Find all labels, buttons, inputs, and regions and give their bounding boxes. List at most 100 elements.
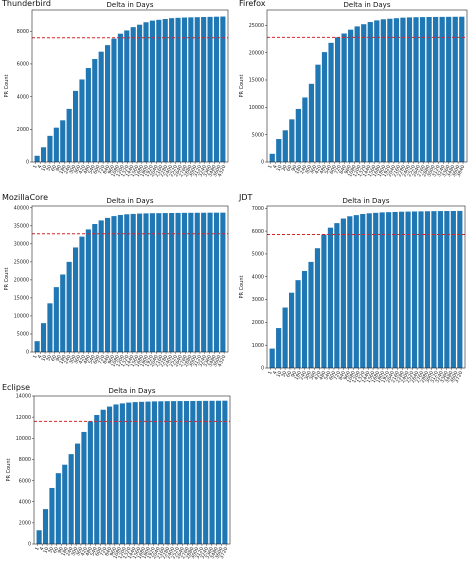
bar bbox=[380, 19, 386, 162]
x-tick-label: 2160 bbox=[154, 164, 165, 178]
x-tick-label: 300 bbox=[70, 546, 79, 557]
y-axis-label: PR Count bbox=[4, 75, 10, 98]
x-tick-label: 840 bbox=[339, 164, 348, 175]
x-tick-label: 1560 bbox=[130, 354, 141, 368]
x-tick-label: 600 bbox=[92, 354, 101, 365]
x-tick-label: 1680 bbox=[137, 546, 148, 560]
bar bbox=[143, 22, 149, 163]
x-tick-label: 600 bbox=[328, 370, 337, 381]
x-tick-label: 2760 bbox=[178, 164, 189, 178]
x-tick-label: 240 bbox=[65, 546, 74, 557]
bar bbox=[315, 64, 321, 162]
x-tick-label: 2280 bbox=[395, 370, 406, 384]
bar bbox=[340, 218, 346, 368]
x-tick-label: 2640 bbox=[175, 546, 186, 560]
x-tick-label: 3120 bbox=[429, 370, 440, 384]
bar bbox=[190, 400, 196, 544]
bar bbox=[399, 211, 405, 368]
x-tick-label: 2400 bbox=[400, 370, 411, 384]
y-axis-label: PR Count bbox=[239, 276, 245, 299]
x-tick-label: 420 bbox=[314, 164, 323, 175]
x-tick-label: 3360 bbox=[441, 164, 452, 178]
bar bbox=[282, 130, 288, 162]
bar bbox=[207, 212, 213, 352]
x-tick-label: 60 bbox=[286, 164, 294, 172]
x-tick-label: 3480 bbox=[444, 370, 455, 384]
y-tick-label: 5000 bbox=[252, 132, 264, 138]
x-tick-label: 540 bbox=[323, 370, 332, 381]
bar bbox=[379, 212, 385, 368]
x-tick-label: 2400 bbox=[166, 546, 177, 560]
bar bbox=[47, 135, 53, 162]
bar bbox=[328, 42, 334, 162]
plot-frame bbox=[31, 205, 229, 353]
bar bbox=[444, 211, 450, 368]
x-tick-label: 2160 bbox=[156, 546, 167, 560]
x-tick-label: 1440 bbox=[361, 370, 372, 384]
bar bbox=[431, 211, 437, 368]
x-tick-label: 3720 bbox=[454, 370, 465, 384]
x-tick-label: 3600 bbox=[451, 164, 462, 178]
x-tick-label: 3840 bbox=[456, 164, 467, 178]
x-tick-label: 2880 bbox=[183, 354, 194, 368]
x-tick-label: 4 bbox=[272, 164, 279, 169]
y-tick-label: 4000 bbox=[252, 274, 264, 280]
x-tick-label: 2040 bbox=[387, 164, 398, 178]
bar bbox=[156, 213, 162, 352]
x-tick-label: 3360 bbox=[202, 354, 213, 368]
bar bbox=[42, 509, 49, 544]
x-tick-label: 1800 bbox=[139, 164, 150, 178]
y-tick-label: 15000 bbox=[14, 296, 29, 302]
x-tick-label: 1560 bbox=[130, 164, 141, 178]
y-tick-label: 0 bbox=[28, 542, 31, 548]
bar bbox=[327, 227, 333, 368]
x-tick-label: 1680 bbox=[372, 164, 383, 178]
y-tick-label: 14000 bbox=[16, 394, 31, 400]
bar bbox=[308, 261, 314, 368]
bar bbox=[276, 328, 282, 368]
x-tick-label: 1920 bbox=[144, 164, 155, 178]
bar bbox=[66, 108, 72, 162]
x-tick-label: 240 bbox=[63, 164, 72, 175]
x-tick-label: 2880 bbox=[421, 164, 432, 178]
x-tick-label: 2640 bbox=[173, 164, 184, 178]
x-tick-label: 720 bbox=[334, 164, 343, 175]
x-tick-label: 1560 bbox=[367, 164, 378, 178]
x-tick-label: 1 bbox=[267, 164, 274, 169]
x-tick-label: 1080 bbox=[112, 546, 123, 560]
x-tick-label: 4 bbox=[37, 354, 44, 359]
x-tick-label: 60 bbox=[50, 354, 58, 362]
y-tick-label: 30000 bbox=[14, 242, 29, 248]
x-tick-label: 180 bbox=[58, 354, 67, 365]
x-tick-label: 1440 bbox=[125, 164, 136, 178]
bar bbox=[269, 348, 275, 368]
bar bbox=[47, 303, 53, 352]
x-tick-label: 600 bbox=[92, 164, 101, 175]
bar bbox=[400, 17, 406, 162]
x-tick-label: 30 bbox=[47, 546, 55, 554]
x-tick-label: 2160 bbox=[154, 354, 165, 368]
x-tick-label: 3120 bbox=[195, 546, 206, 560]
bar bbox=[139, 401, 145, 544]
chart-panel-thunderbird: Thunderbird Delta in Days PR Count 0 2000 400… bbox=[0, 0, 237, 190]
bar bbox=[373, 212, 379, 368]
x-tick-label: 960 bbox=[343, 370, 352, 381]
x-tick-label: 10 bbox=[276, 164, 284, 172]
plot-frame bbox=[33, 395, 231, 545]
x-tick-label: 420 bbox=[78, 164, 87, 175]
y-tick-label: 10000 bbox=[249, 105, 264, 111]
bar bbox=[366, 213, 372, 368]
bar bbox=[164, 401, 170, 544]
x-tick-label: 840 bbox=[338, 370, 347, 381]
bar bbox=[386, 212, 392, 368]
bar bbox=[188, 17, 194, 162]
x-tick-label: 960 bbox=[109, 546, 118, 557]
bar bbox=[87, 421, 93, 544]
x-tick-label: 420 bbox=[313, 370, 322, 381]
bar bbox=[347, 216, 353, 368]
bar bbox=[289, 292, 295, 368]
x-tick-label: 1200 bbox=[352, 164, 363, 178]
bar bbox=[74, 443, 81, 544]
bar bbox=[60, 120, 66, 162]
x-tick-label: 480 bbox=[83, 164, 92, 175]
